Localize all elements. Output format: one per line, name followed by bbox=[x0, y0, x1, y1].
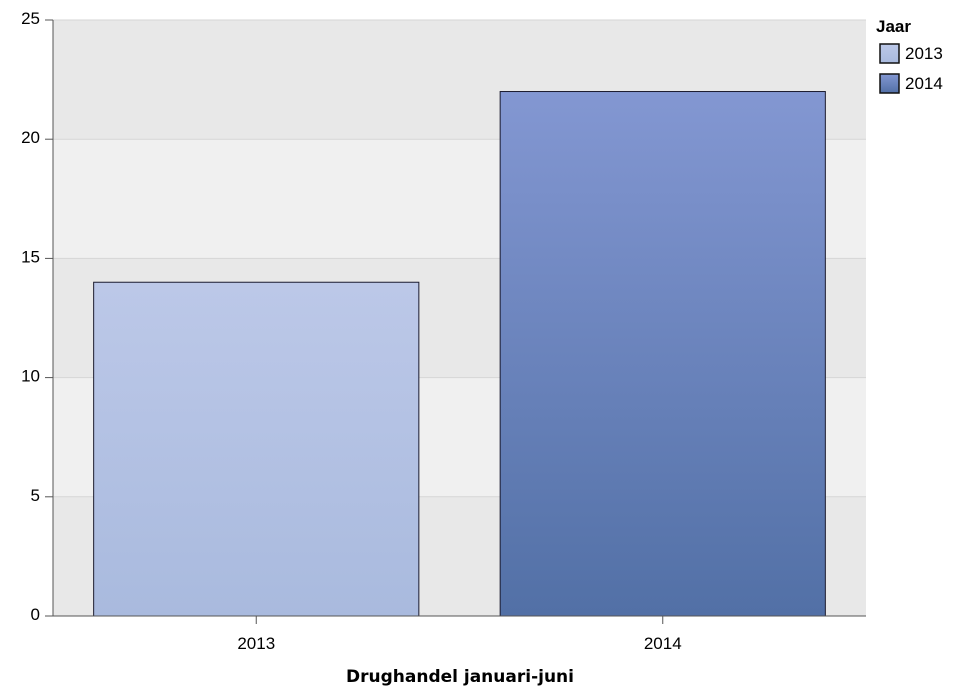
y-tick-label: 25 bbox=[21, 9, 40, 28]
x-tick-label: 2014 bbox=[644, 634, 682, 653]
y-tick-label: 15 bbox=[21, 247, 40, 266]
x-axis-label: Drughandel januari-juni bbox=[346, 667, 574, 687]
legend-swatch-2013 bbox=[879, 43, 900, 64]
bar-2014 bbox=[499, 91, 826, 617]
axes bbox=[52, 20, 866, 617]
y-tick-label: 0 bbox=[31, 605, 40, 624]
x-tick-label: 2013 bbox=[237, 634, 275, 653]
legend-label: 2013 bbox=[905, 44, 943, 63]
y-tick-label: 10 bbox=[21, 367, 40, 386]
y-tick-label: 20 bbox=[21, 128, 40, 147]
x-tick-labels: 2013 2014 bbox=[237, 616, 682, 653]
bar-2013 bbox=[93, 281, 420, 617]
legend-label: 2014 bbox=[905, 74, 943, 93]
legend-title: Jaar bbox=[876, 17, 911, 36]
y-tick-labels: 0 5 10 15 20 25 bbox=[21, 9, 53, 624]
legend: Jaar 2013 2014 bbox=[876, 17, 943, 94]
legend-swatch-2014 bbox=[879, 73, 900, 94]
y-tick-label: 5 bbox=[31, 486, 40, 505]
bars bbox=[93, 91, 826, 617]
